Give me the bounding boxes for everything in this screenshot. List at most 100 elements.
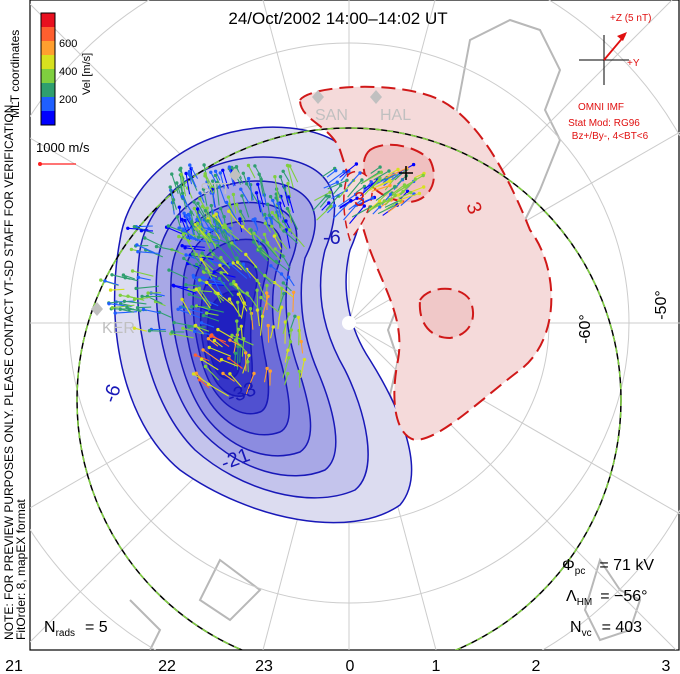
velocity-vector-origin: [263, 221, 267, 225]
velocity-vector-origin: [405, 189, 410, 193]
velocity-vector-origin: [254, 191, 259, 195]
contour-label-neg-1: -6: [323, 227, 341, 249]
velocity-vector-origin: [324, 194, 328, 198]
velocity-vector: [355, 185, 365, 194]
velocity-vector: [269, 326, 274, 339]
velocity-vector: [178, 236, 192, 242]
velocity-vector: [203, 271, 218, 278]
velocity-vector: [208, 338, 219, 347]
velocity-vector: [234, 339, 247, 353]
velocity-vector: [195, 228, 211, 242]
velocity-vector-origin: [263, 273, 267, 278]
velocity-vector: [216, 222, 225, 238]
velocity-vector-origin: [168, 185, 172, 189]
velocity-vector-origin: [244, 351, 248, 355]
velocity-vector: [394, 168, 408, 181]
velocity-vector-origin: [228, 372, 232, 376]
velocity-vector-origin: [289, 328, 293, 332]
mlt-label-2: 2: [532, 658, 541, 674]
velocity-vector: [208, 228, 221, 235]
velocity-vector-origin: [121, 273, 126, 277]
velocity-vector-origin: [265, 241, 270, 245]
velocity-vector: [264, 275, 275, 284]
velocity-vector: [277, 293, 285, 311]
velocity-vector: [216, 182, 220, 206]
velocity-vector-origin: [229, 282, 233, 286]
velocity-vector: [232, 194, 237, 214]
velocity-vector: [195, 288, 211, 309]
lat-label-60: -60°: [577, 314, 594, 344]
velocity-vector-origin: [362, 204, 366, 208]
velocity-vector: [205, 210, 221, 226]
lambda-subscript: HM: [577, 597, 593, 608]
hm-latitude: ΛHM = −56°: [566, 588, 648, 608]
velocity-vector-origin: [235, 256, 239, 260]
velocity-vector-origin: [184, 283, 188, 287]
velocity-vector: [232, 262, 242, 271]
velocity-vector-origin: [188, 163, 192, 167]
velocity-vector: [221, 359, 239, 367]
velocity-vector-origin: [287, 356, 291, 360]
velocity-vector-origin: [199, 254, 203, 258]
velocity-vector: [347, 179, 363, 198]
velocity-vector: [132, 270, 154, 277]
velocity-vector: [242, 226, 252, 236]
velocity-vector: [253, 232, 263, 242]
velocity-vector-origin: [265, 283, 269, 288]
velocity-vector-origin: [216, 243, 220, 248]
velocity-vector: [127, 227, 149, 231]
velocity-vector-origin: [279, 305, 284, 309]
velocity-vector-origin: [135, 306, 140, 310]
velocity-vector: [275, 261, 289, 272]
velocity-vector-origin: [287, 312, 291, 316]
imf-source: OMNI IMF: [578, 102, 624, 113]
velocity-vector-origin: [178, 184, 183, 189]
velocity-vector: [387, 201, 403, 213]
colorbar-vel-label: Vel [m/s]: [81, 53, 93, 95]
velocity-vector: [300, 359, 305, 379]
velocity-vector: [319, 196, 330, 208]
velocity-vector-origin: [198, 278, 202, 282]
velocity-vector: [222, 372, 235, 382]
velocity-vector-origin: [191, 372, 196, 376]
svg-text:Φpc= 71 kV: Φpc = 71 kV: [562, 557, 654, 577]
velocity-vector-origin: [413, 177, 418, 181]
velocity-vector-origin: [132, 326, 137, 330]
hm-minimum-marker: [399, 166, 413, 180]
velocity-vector: [215, 220, 220, 239]
velocity-vector: [173, 285, 197, 294]
velocity-vector-origin: [353, 192, 358, 197]
velocity-vector-origin: [205, 266, 209, 271]
svg-text:Nrads= 5: Nrads = 5: [44, 619, 108, 639]
velocity-vector: [136, 225, 153, 228]
reference-vector: [38, 162, 76, 166]
velocity-vector-origin: [230, 333, 234, 337]
velocity-vector: [220, 208, 226, 221]
velocity-vector: [300, 341, 304, 354]
velocity-vector-origin: [354, 203, 359, 207]
velocity-vector-origin: [213, 169, 218, 173]
velocity-vector-origin: [181, 232, 185, 237]
velocity-vector-origin: [261, 239, 265, 243]
velocity-vector-origin: [226, 195, 231, 199]
velocity-vector: [136, 244, 155, 254]
velocity-vector: [258, 174, 264, 197]
velocity-vector-origin: [259, 306, 263, 311]
velocity-vector-origin: [270, 224, 274, 228]
velocity-vector-origin: [209, 334, 213, 338]
velocity-vector-origin: [411, 162, 416, 167]
velocity-vector-origin: [219, 255, 223, 260]
velocity-vector-origin: [255, 288, 259, 292]
velocity-vector-origin: [180, 217, 184, 222]
velocity-vector-origin: [267, 213, 271, 217]
velocity-vector: [274, 176, 280, 201]
velocity-vector-origin: [194, 287, 199, 291]
velocity-vector: [195, 254, 214, 271]
colorbar-segment-1: [41, 13, 55, 27]
velocity-vector-origin: [236, 344, 240, 349]
nrads-value: = 5: [85, 619, 108, 636]
velocity-vector-origin: [281, 169, 285, 173]
velocity-vector-origin: [286, 275, 291, 279]
velocity-vector: [169, 187, 175, 211]
velocity-vector: [217, 292, 235, 307]
